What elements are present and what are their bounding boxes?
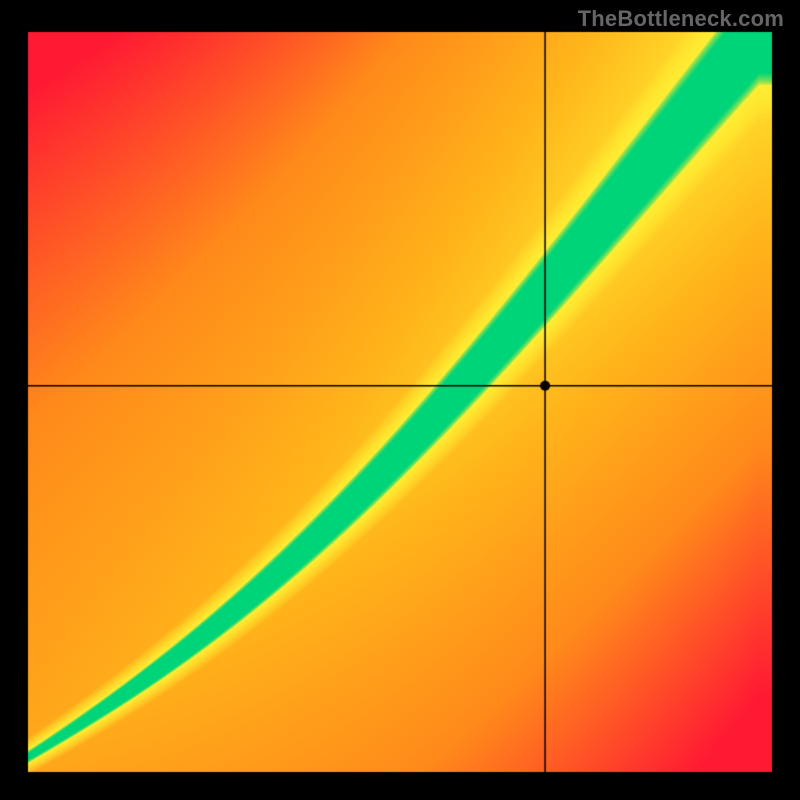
watermark-text: TheBottleneck.com (578, 6, 784, 32)
chart-container: TheBottleneck.com (0, 0, 800, 800)
bottleneck-heatmap-canvas (0, 0, 800, 800)
